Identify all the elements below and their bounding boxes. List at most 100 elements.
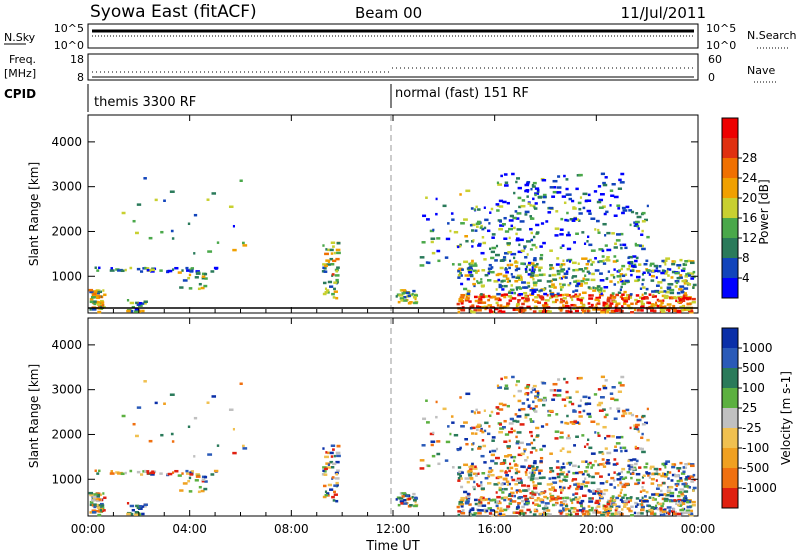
power-cell — [657, 269, 661, 273]
velocity-cell — [141, 505, 145, 508]
velocity-cell — [572, 510, 576, 514]
power-cell — [658, 290, 664, 294]
velocity-cell — [93, 505, 97, 509]
power-cell — [141, 309, 145, 313]
velocity-cell — [629, 426, 632, 430]
velocity-cell — [505, 507, 510, 510]
velocity-cell — [558, 485, 562, 489]
power-cell — [468, 271, 473, 274]
power-cell — [602, 289, 606, 293]
power-cell — [566, 247, 572, 251]
velocity-cell — [591, 463, 595, 467]
power-cell — [630, 311, 634, 314]
power-y-label: Slant Range [km] — [27, 162, 41, 266]
velocity-cell — [502, 477, 508, 481]
power-cell — [92, 292, 97, 296]
power-cell — [498, 205, 504, 208]
power-cell — [658, 265, 662, 268]
power-cell — [591, 272, 595, 276]
power-cell — [549, 296, 552, 300]
velocity-cell — [411, 495, 414, 499]
power-cell — [641, 247, 646, 251]
velocity-cell — [95, 497, 100, 501]
velocity-cell — [533, 485, 536, 489]
power-cell — [628, 265, 631, 268]
power-cell — [675, 281, 679, 285]
velocity-cell — [674, 510, 677, 514]
power-cell — [477, 242, 482, 246]
y-tick-label: 4000 — [51, 135, 82, 149]
power-cell — [324, 252, 329, 256]
velocity-cell — [102, 492, 105, 495]
power-cell — [93, 300, 97, 303]
velocity-cell — [633, 427, 639, 430]
power-cell — [550, 266, 555, 270]
power-cell — [533, 268, 536, 271]
power-cell — [401, 289, 407, 292]
velocity-cell — [600, 514, 605, 517]
power-cell — [556, 186, 562, 189]
power-cell — [634, 222, 639, 226]
power-cell — [534, 274, 539, 277]
power-cell — [581, 231, 585, 234]
velocity-cell — [628, 509, 633, 513]
velocity-cell — [641, 414, 646, 418]
velocity-cell — [506, 505, 511, 508]
velocity-cell — [569, 485, 572, 488]
power-cell — [611, 292, 615, 295]
power-cell — [635, 220, 640, 224]
power-cell — [676, 264, 682, 267]
power-cell — [190, 267, 195, 270]
power-cell — [560, 268, 566, 271]
power-cell — [323, 270, 328, 273]
velocity-cell — [620, 488, 623, 492]
power-cell — [89, 308, 92, 311]
power-cell — [595, 303, 598, 307]
velocity-cell — [531, 471, 534, 475]
velocity-cell — [534, 390, 540, 393]
power-cell — [565, 178, 569, 181]
velocity-cell — [515, 479, 521, 482]
power-cell — [689, 260, 695, 263]
velocity-cell — [558, 479, 562, 483]
velocity-cell — [615, 462, 619, 465]
power-cell — [641, 293, 644, 297]
velocity-cell — [613, 471, 616, 474]
power-cell — [639, 287, 643, 290]
power-cell — [332, 259, 337, 263]
power-cell — [506, 280, 509, 283]
velocity-cell — [329, 488, 334, 491]
velocity-cell — [447, 425, 450, 428]
power-cell — [500, 280, 504, 283]
power-cell — [541, 288, 546, 292]
power-cell — [622, 209, 628, 212]
freq-unit-label: [MHz] — [4, 67, 36, 80]
velocity-cell — [609, 497, 613, 500]
power-cell — [581, 257, 586, 260]
power-cell — [531, 262, 535, 265]
velocity-cell — [610, 476, 615, 480]
power-cell — [554, 295, 559, 298]
velocity-cell — [553, 489, 557, 492]
velocity-cell — [564, 504, 569, 508]
power-cell — [613, 268, 616, 271]
colorbar-tick-label: -1000 — [742, 481, 777, 495]
power-cell — [534, 187, 540, 190]
power-cell — [676, 291, 681, 295]
power-cell — [547, 310, 552, 313]
velocity-cell — [590, 506, 594, 510]
velocity-cell — [573, 420, 578, 423]
velocity-cell — [685, 500, 690, 504]
colorbar-swatch — [722, 198, 738, 218]
velocity-cell — [659, 511, 664, 515]
power-cell — [98, 266, 101, 270]
power-cell — [680, 308, 685, 312]
power-cell — [498, 227, 504, 231]
velocity-cell — [680, 472, 686, 475]
velocity-cell — [529, 478, 534, 482]
power-cell — [335, 257, 340, 261]
power-cell — [232, 248, 237, 252]
velocity-cell — [567, 486, 571, 490]
velocity-cell — [566, 436, 571, 440]
power-cell — [136, 267, 141, 271]
